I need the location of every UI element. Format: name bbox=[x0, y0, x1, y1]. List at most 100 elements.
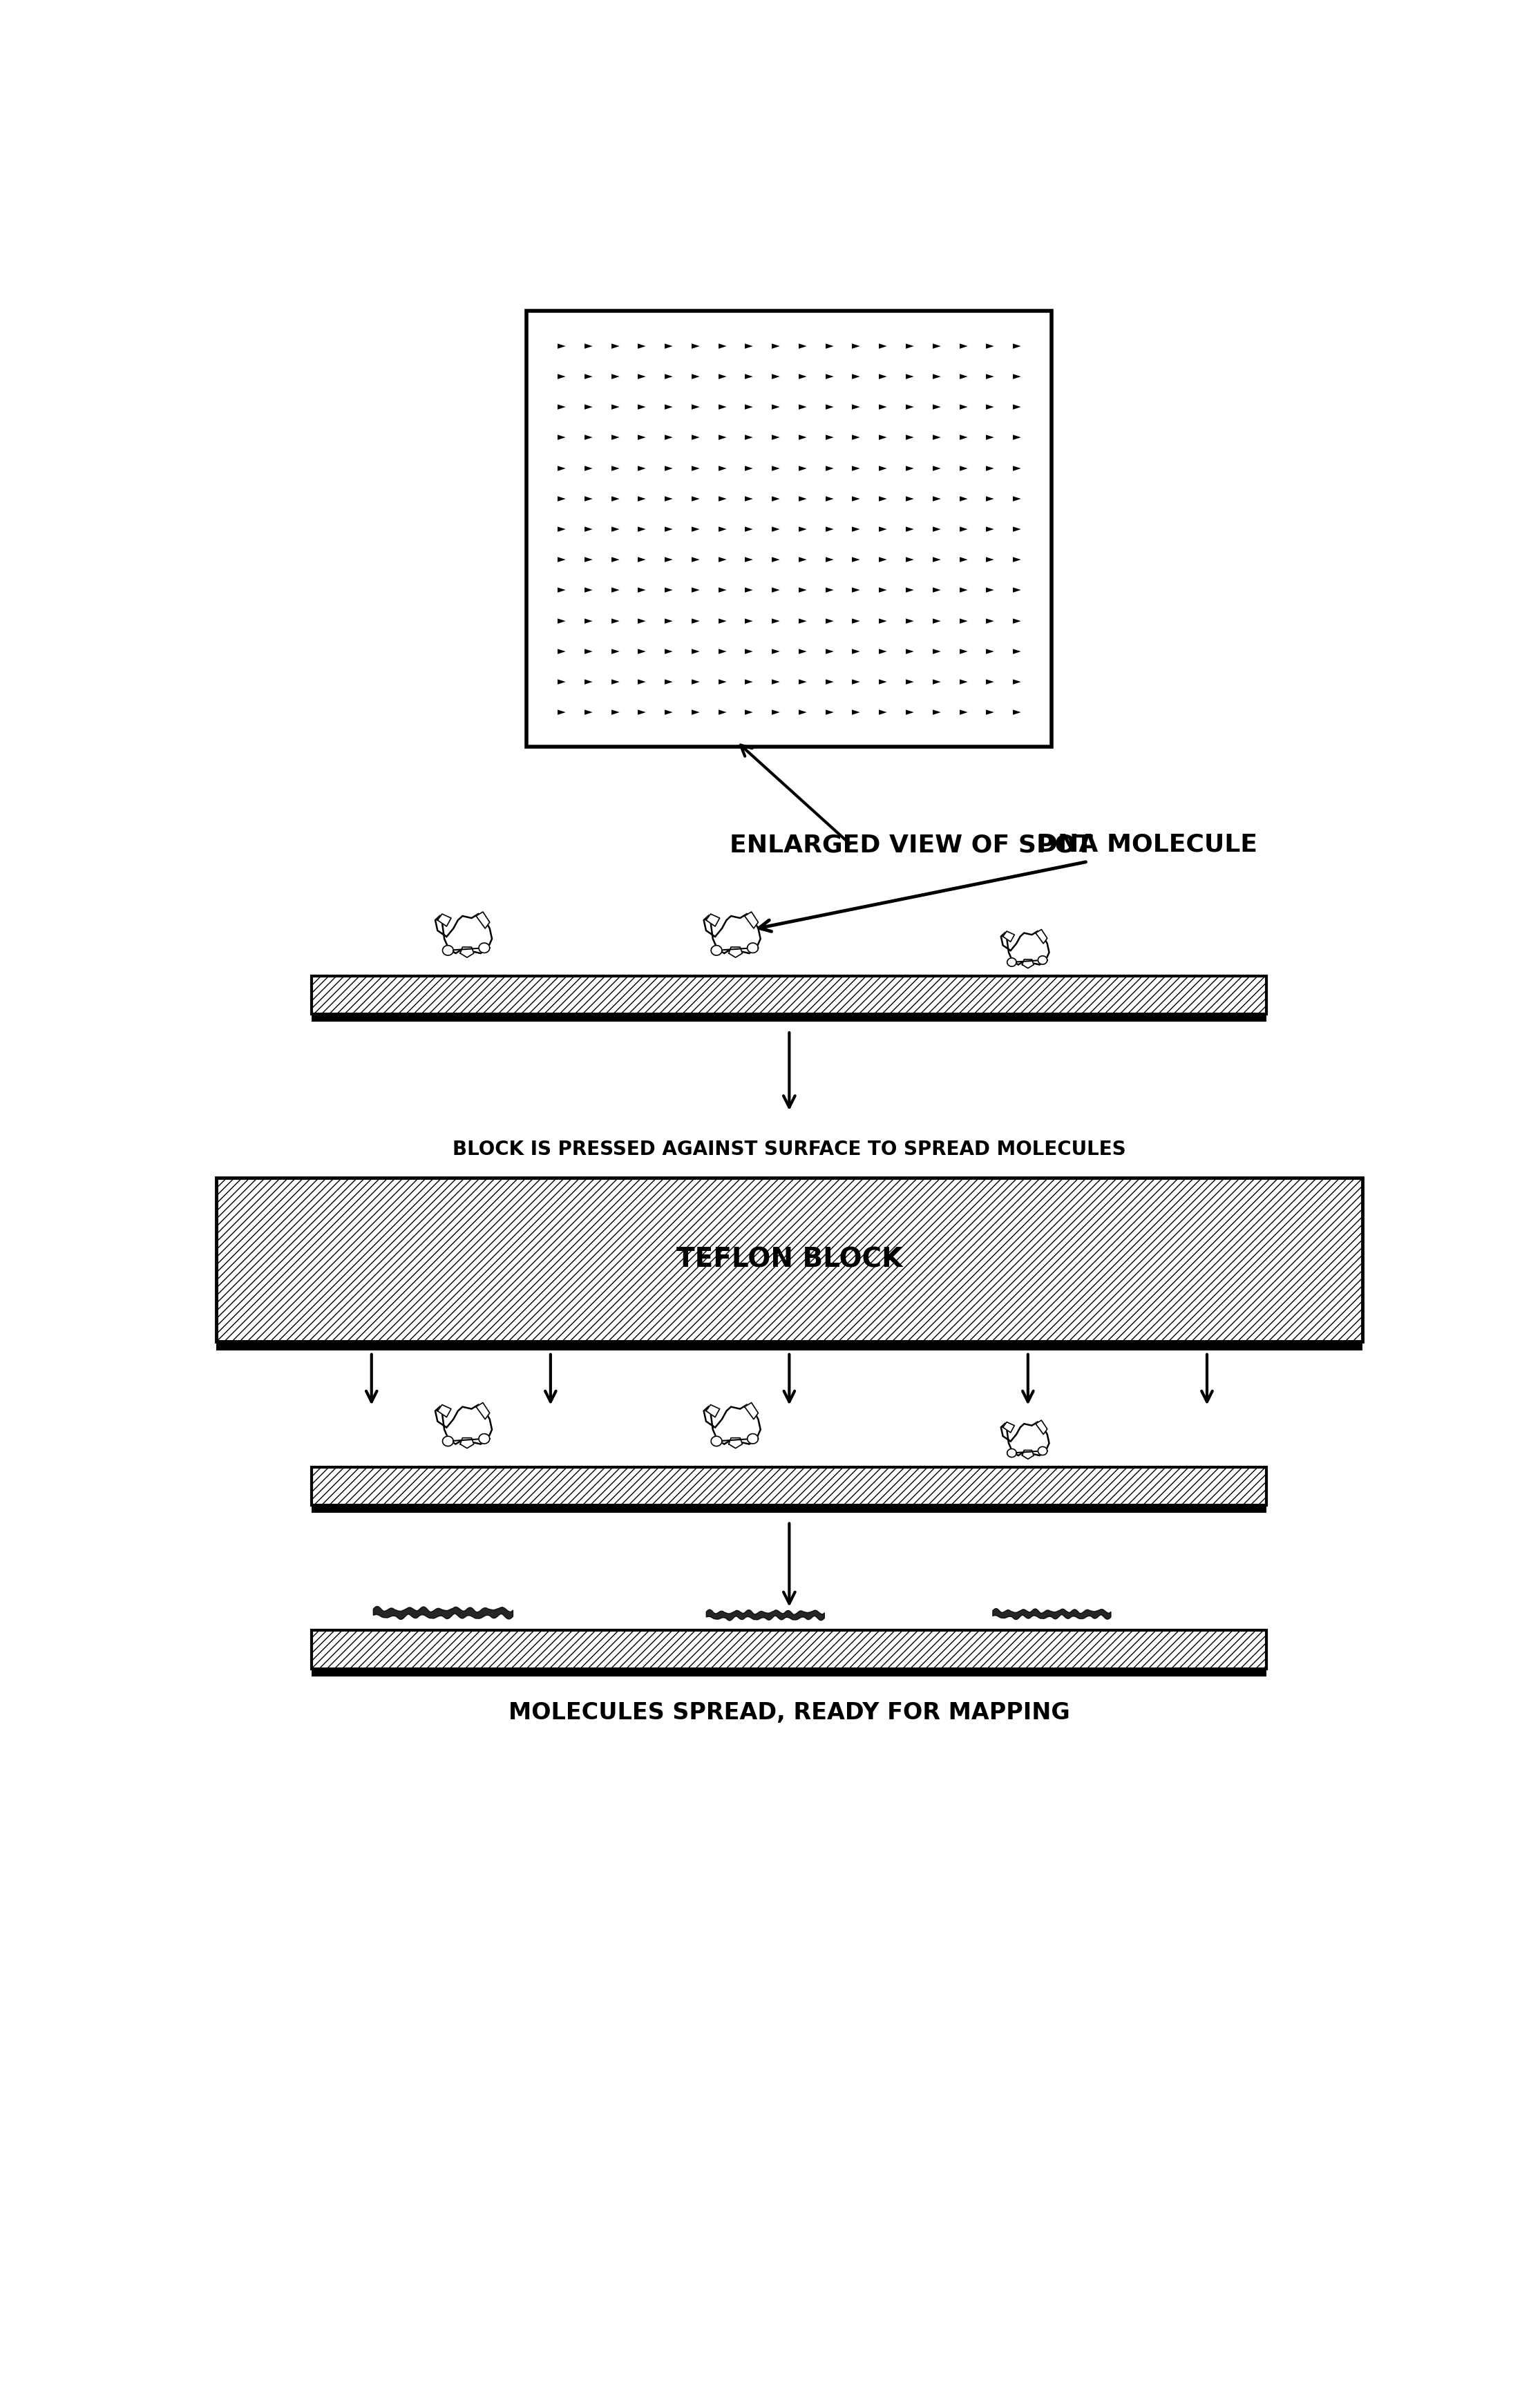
Polygon shape bbox=[747, 944, 758, 954]
Text: ►: ► bbox=[879, 494, 887, 503]
Text: ►: ► bbox=[665, 462, 673, 472]
Text: ►: ► bbox=[825, 494, 833, 503]
Text: ►: ► bbox=[799, 371, 807, 380]
Bar bbox=[216, 1341, 1363, 1351]
Text: ►: ► bbox=[665, 494, 673, 503]
Text: ►: ► bbox=[557, 585, 565, 595]
Text: ►: ► bbox=[799, 585, 807, 595]
Text: ►: ► bbox=[557, 431, 565, 443]
Text: TEFLON BLOCK: TEFLON BLOCK bbox=[676, 1247, 902, 1274]
Polygon shape bbox=[437, 915, 451, 927]
Text: ►: ► bbox=[1013, 585, 1021, 595]
Text: ►: ► bbox=[825, 431, 833, 443]
Text: ►: ► bbox=[879, 677, 887, 686]
Text: ►: ► bbox=[986, 585, 995, 595]
Text: ►: ► bbox=[799, 494, 807, 503]
Text: ►: ► bbox=[584, 677, 593, 686]
Text: ►: ► bbox=[718, 494, 727, 503]
Text: ►: ► bbox=[986, 523, 995, 535]
Text: ►: ► bbox=[986, 340, 995, 352]
Text: ►: ► bbox=[852, 616, 861, 626]
Text: ►: ► bbox=[745, 431, 753, 443]
Text: ►: ► bbox=[665, 677, 673, 686]
Text: ►: ► bbox=[986, 431, 995, 443]
Text: ►: ► bbox=[933, 402, 941, 412]
Text: ►: ► bbox=[825, 616, 833, 626]
Text: ENLARGED VIEW OF SPOT: ENLARGED VIEW OF SPOT bbox=[730, 833, 1093, 857]
Polygon shape bbox=[728, 946, 742, 958]
Text: ►: ► bbox=[906, 554, 913, 563]
Text: ►: ► bbox=[584, 554, 593, 563]
Text: ►: ► bbox=[933, 494, 941, 503]
Text: ►: ► bbox=[557, 677, 565, 686]
Text: ►: ► bbox=[718, 402, 727, 412]
Bar bbox=[216, 1178, 1363, 1341]
Text: ►: ► bbox=[638, 645, 645, 657]
Text: ►: ► bbox=[879, 616, 887, 626]
Text: ►: ► bbox=[986, 554, 995, 563]
Text: ►: ► bbox=[772, 371, 779, 380]
Polygon shape bbox=[1001, 932, 1049, 966]
Text: ►: ► bbox=[611, 677, 619, 686]
Polygon shape bbox=[442, 1435, 453, 1447]
Text: ►: ► bbox=[638, 554, 645, 563]
Text: ►: ► bbox=[718, 677, 727, 686]
Text: MOLECULES SPREAD, READY FOR MAPPING: MOLECULES SPREAD, READY FOR MAPPING bbox=[508, 1702, 1070, 1724]
Text: ►: ► bbox=[825, 462, 833, 472]
Text: ►: ► bbox=[933, 371, 941, 380]
Text: ►: ► bbox=[852, 523, 861, 535]
Text: ►: ► bbox=[638, 462, 645, 472]
Text: ►: ► bbox=[691, 645, 699, 657]
Polygon shape bbox=[476, 913, 490, 929]
Text: ►: ► bbox=[691, 371, 699, 380]
Text: ►: ► bbox=[933, 645, 941, 657]
Text: ►: ► bbox=[906, 645, 913, 657]
Polygon shape bbox=[1023, 1450, 1033, 1459]
Text: ►: ► bbox=[986, 616, 995, 626]
Text: ►: ► bbox=[959, 431, 967, 443]
Text: ►: ► bbox=[691, 340, 699, 352]
Text: ►: ► bbox=[772, 616, 779, 626]
Bar bbox=[311, 1630, 1267, 1669]
Text: ►: ► bbox=[557, 708, 565, 718]
Text: ►: ► bbox=[557, 340, 565, 352]
Bar bbox=[527, 311, 1052, 746]
Text: ►: ► bbox=[906, 708, 913, 718]
Bar bbox=[311, 1505, 1267, 1512]
Text: ►: ► bbox=[825, 677, 833, 686]
Text: ►: ► bbox=[799, 340, 807, 352]
Text: ►: ► bbox=[718, 340, 727, 352]
Text: ►: ► bbox=[691, 462, 699, 472]
Text: ►: ► bbox=[691, 494, 699, 503]
Text: ►: ► bbox=[906, 523, 913, 535]
Text: ►: ► bbox=[986, 677, 995, 686]
Text: ►: ► bbox=[906, 494, 913, 503]
Text: ►: ► bbox=[584, 708, 593, 718]
Text: ►: ► bbox=[665, 708, 673, 718]
Text: ►: ► bbox=[959, 494, 967, 503]
Text: ►: ► bbox=[1013, 523, 1021, 535]
Text: ►: ► bbox=[772, 585, 779, 595]
Polygon shape bbox=[1003, 932, 1015, 942]
Text: ►: ► bbox=[959, 554, 967, 563]
Text: ►: ► bbox=[772, 402, 779, 412]
Text: ►: ► bbox=[986, 462, 995, 472]
Text: ►: ► bbox=[745, 616, 753, 626]
Text: ►: ► bbox=[611, 554, 619, 563]
Text: ►: ► bbox=[1013, 677, 1021, 686]
Polygon shape bbox=[436, 1404, 491, 1447]
Bar bbox=[311, 1669, 1267, 1676]
Text: ►: ► bbox=[959, 677, 967, 686]
Text: ►: ► bbox=[611, 402, 619, 412]
Text: ►: ► bbox=[1013, 494, 1021, 503]
Text: ►: ► bbox=[745, 523, 753, 535]
Text: ►: ► bbox=[959, 340, 967, 352]
Polygon shape bbox=[436, 915, 491, 956]
Text: ►: ► bbox=[1013, 708, 1021, 718]
Text: ►: ► bbox=[638, 494, 645, 503]
Text: ►: ► bbox=[906, 585, 913, 595]
Text: ►: ► bbox=[933, 431, 941, 443]
Text: ►: ► bbox=[906, 402, 913, 412]
Text: ►: ► bbox=[665, 554, 673, 563]
Text: ►: ► bbox=[933, 554, 941, 563]
